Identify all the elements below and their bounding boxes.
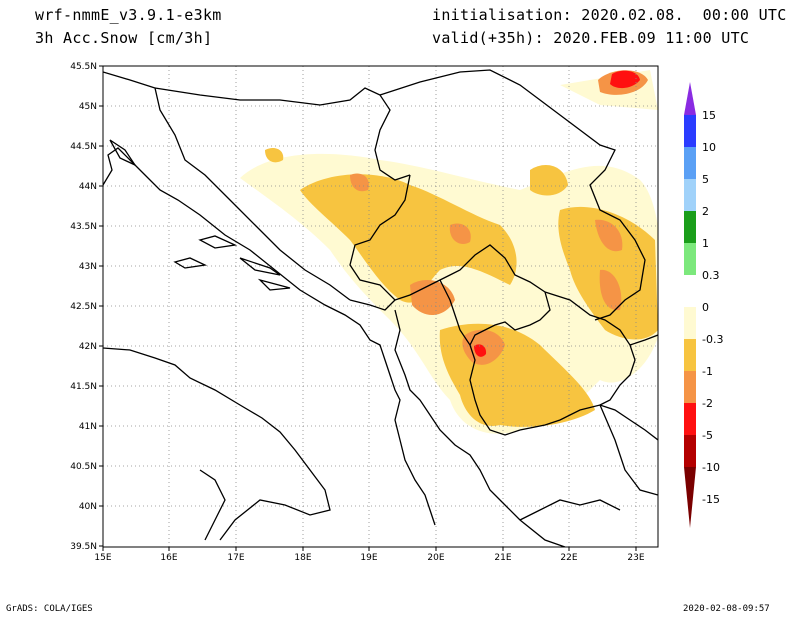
- field-title: 3h Acc.Snow [cm/3h]: [35, 29, 213, 47]
- colorbar-swatch: [684, 179, 696, 211]
- colorbar-label: -1: [702, 365, 713, 378]
- lon-label: 21E: [494, 553, 511, 563]
- lon-labels: 15E 16E 17E 18E 19E 20E 21E 22E 23E: [94, 553, 644, 563]
- lat-label: 45N: [79, 102, 97, 112]
- lat-label: 44N: [79, 182, 97, 192]
- lat-label: 43.5N: [70, 222, 97, 232]
- colorbar-label: -0.3: [702, 333, 723, 346]
- colorbar-swatch: [684, 147, 696, 179]
- colorbar-label: 10: [702, 141, 716, 154]
- lat-label: 40.5N: [70, 462, 97, 472]
- colorbar-label: -2: [702, 397, 713, 410]
- axis-ticks: [99, 65, 637, 551]
- colorbar-label: 0.3: [702, 269, 720, 282]
- lon-label: 22E: [560, 553, 577, 563]
- colorbar-swatch: [684, 339, 696, 371]
- colorbar-swatch: [684, 243, 696, 275]
- colorbar-label: 15: [702, 109, 716, 122]
- snowfall-field: [240, 70, 658, 434]
- lon-label: 19E: [360, 553, 377, 563]
- lat-label: 42N: [79, 342, 97, 352]
- lon-label: 17E: [227, 553, 244, 563]
- lon-label: 18E: [294, 553, 311, 563]
- lat-label: 45.5N: [70, 62, 97, 72]
- colorbar-label: -15: [702, 493, 720, 506]
- lon-label: 23E: [627, 553, 644, 563]
- lat-label: 40N: [79, 502, 97, 512]
- lon-label: 15E: [94, 553, 111, 563]
- colorbar: 15 10 5 2 1 0.3 0 -0.3 -1 -2 -5 -10 -15: [684, 82, 723, 528]
- model-title: wrf-nmmE_v3.9.1-e3km: [35, 6, 222, 24]
- lat-label: 44.5N: [70, 142, 97, 152]
- colorbar-label: 0: [702, 301, 709, 314]
- colorbar-label: 1: [702, 237, 709, 250]
- colorbar-label: -10: [702, 461, 720, 474]
- colorbar-swatch: [684, 211, 696, 243]
- colorbar-swatch: [684, 435, 696, 467]
- coastlines-borders: [103, 69, 658, 547]
- init-time: initialisation: 2020.02.08. 00:00 UTC: [432, 6, 787, 24]
- timestamp-text: 2020-02-08-09:57: [683, 604, 770, 614]
- colorbar-swatch: [684, 371, 696, 403]
- lat-label: 42.5N: [70, 302, 97, 312]
- colorbar-swatch: [684, 115, 696, 147]
- lat-label: 41N: [79, 422, 97, 432]
- credit-text: GrADS: COLA/IGES: [6, 604, 93, 614]
- colorbar-label: 5: [702, 173, 709, 186]
- colorbar-swatch: [684, 403, 696, 435]
- lon-label: 16E: [160, 553, 177, 563]
- colorbar-swatch: [684, 307, 696, 339]
- lat-labels: 45.5N 45N 44.5N 44N 43.5N 43N 42.5N 42N …: [70, 62, 97, 552]
- lat-label: 39.5N: [70, 542, 97, 552]
- valid-time: valid(+35h): 2020.FEB.09 11:00 UTC: [432, 29, 750, 47]
- lon-label: 20E: [427, 553, 444, 563]
- colorbar-label: -5: [702, 429, 713, 442]
- colorbar-bottom-arrow: [684, 467, 696, 528]
- colorbar-top-arrow: [684, 82, 696, 115]
- colorbar-label: 2: [702, 205, 709, 218]
- lat-label: 43N: [79, 262, 97, 272]
- lat-label: 41.5N: [70, 382, 97, 392]
- colorbar-swatch: [684, 275, 696, 307]
